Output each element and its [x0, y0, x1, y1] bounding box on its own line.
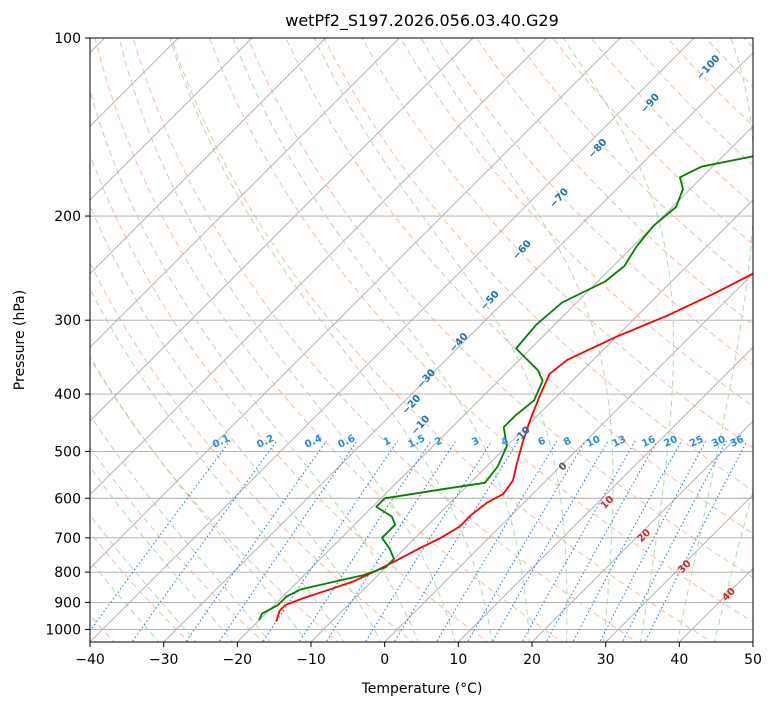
isotherm-line	[90, 38, 695, 642]
x-tick-label: 30	[597, 652, 615, 668]
chart-grid	[90, 38, 753, 642]
y-tick-label: 200	[54, 209, 81, 225]
x-tick-label: 40	[670, 652, 688, 668]
isotherm-line	[163, 52, 753, 642]
y-tick-label: 600	[54, 491, 81, 507]
y-axis-label: Pressure (hPa)	[12, 290, 28, 390]
mixing-ratio-label: 3	[470, 435, 481, 448]
plot-frame	[89, 37, 754, 643]
mixing-ratio-line	[572, 440, 682, 642]
dry-adiabat-line	[90, 261, 414, 642]
moist-adiabat-line	[676, 38, 753, 642]
isotherm-line	[90, 38, 253, 201]
mixing-ratio-label: 16	[640, 434, 657, 450]
mixing-ratio-label: 6	[537, 435, 548, 448]
mixing-ratio-label: 25	[688, 434, 705, 450]
x-tick-label: 10	[449, 652, 467, 668]
isotherm-line	[90, 38, 474, 422]
dry-adiabat-line	[361, 38, 753, 449]
x-tick-label: 0	[380, 652, 389, 668]
mixing-ratio-line	[435, 440, 558, 642]
isotherm-line	[531, 420, 753, 642]
dry-adiabat-line	[209, 38, 753, 623]
isotherm-line	[310, 199, 753, 642]
x-tick-label: 50	[744, 652, 762, 668]
mixing-ratio-label: 20	[662, 434, 679, 450]
x-tick-label: −40	[75, 652, 105, 668]
moist-adiabat-line	[169, 38, 493, 642]
dry-adiabat-line	[90, 446, 265, 642]
mixing-ratio-label: 10	[585, 434, 602, 450]
moist-adiabat-line	[90, 355, 308, 642]
mixing-ratio-label: 2	[433, 435, 444, 448]
mixing-ratio-line	[131, 440, 278, 642]
y-tick-label: 100	[54, 31, 81, 47]
moist-adiabat-line	[90, 465, 234, 642]
dry-adiabat-line	[285, 38, 753, 535]
x-tick-label: −20	[223, 652, 253, 668]
moist-adiabat-line	[118, 38, 456, 642]
y-tick-label: 800	[54, 565, 81, 581]
y-tick-label: 300	[54, 313, 81, 329]
isotherm-line	[605, 494, 753, 642]
mixing-ratio-line	[325, 440, 457, 642]
dry-adiabat-line	[247, 38, 753, 578]
dry-adiabat-line	[94, 38, 564, 642]
x-tick-label: −10	[296, 652, 326, 668]
isotherm-line	[90, 38, 621, 569]
dry-adiabat-line	[437, 38, 753, 366]
dry-adiabat-line	[514, 38, 753, 285]
axis-ticks: −40 −30 −20 −10 0 10 20 30 40 50 100 200 300 400 500 60…	[45, 31, 762, 668]
x-tick-label: 20	[523, 652, 541, 668]
y-tick-label: 400	[54, 387, 81, 403]
moist-adiabat-line	[313, 38, 568, 642]
mixing-ratio-line	[298, 440, 432, 642]
mixing-ratio-label: 30	[710, 434, 727, 450]
mixing-ratio-line	[491, 440, 609, 642]
dewpoint-profile-line	[258, 155, 753, 621]
moist-adiabat-line	[562, 38, 675, 642]
isotherm-line	[457, 346, 753, 642]
isotherm-line	[90, 38, 548, 496]
moist-adiabat-line	[420, 38, 614, 642]
y-tick-label: 500	[54, 444, 81, 460]
mixing-ratio-line	[599, 440, 707, 642]
isotherm-line	[90, 38, 327, 275]
moist-adiabat-line	[232, 38, 530, 642]
dry-adiabat-line	[132, 38, 638, 642]
mixing-ratio-line	[364, 440, 493, 642]
dry-adiabat-line	[323, 38, 753, 492]
mixing-ratio-line	[466, 440, 586, 642]
x-tick-label: −30	[149, 652, 179, 668]
mixing-ratio-label: 13	[611, 434, 628, 450]
y-tick-label: 700	[54, 531, 81, 547]
moist-adiabat-line	[90, 287, 345, 642]
chart-title: wetPf2_S197.2026.056.03.40.G29	[285, 11, 559, 31]
chart-series	[258, 155, 753, 622]
mixing-ratio-line	[393, 440, 519, 642]
moist-adiabat-line	[90, 204, 382, 642]
mixing-ratio-line	[545, 440, 658, 642]
mixing-ratio-label: 8	[562, 435, 573, 448]
mixing-ratio-label: 4	[500, 435, 511, 448]
mixing-ratio-label: 1	[382, 435, 393, 448]
y-tick-label: 900	[54, 595, 81, 611]
x-axis-label: Temperature (°C)	[361, 681, 483, 697]
y-tick-label: 1000	[45, 622, 81, 638]
moist-adiabat-line	[90, 413, 271, 642]
isotherm-line	[384, 273, 753, 642]
isotherm-line	[90, 38, 400, 348]
dry-adiabat-line	[170, 38, 713, 642]
isotherm-line	[236, 125, 753, 642]
moist-adiabat-line	[713, 489, 753, 642]
dry-adiabat-line	[476, 38, 753, 326]
mixing-ratio-label: 36	[729, 434, 746, 450]
